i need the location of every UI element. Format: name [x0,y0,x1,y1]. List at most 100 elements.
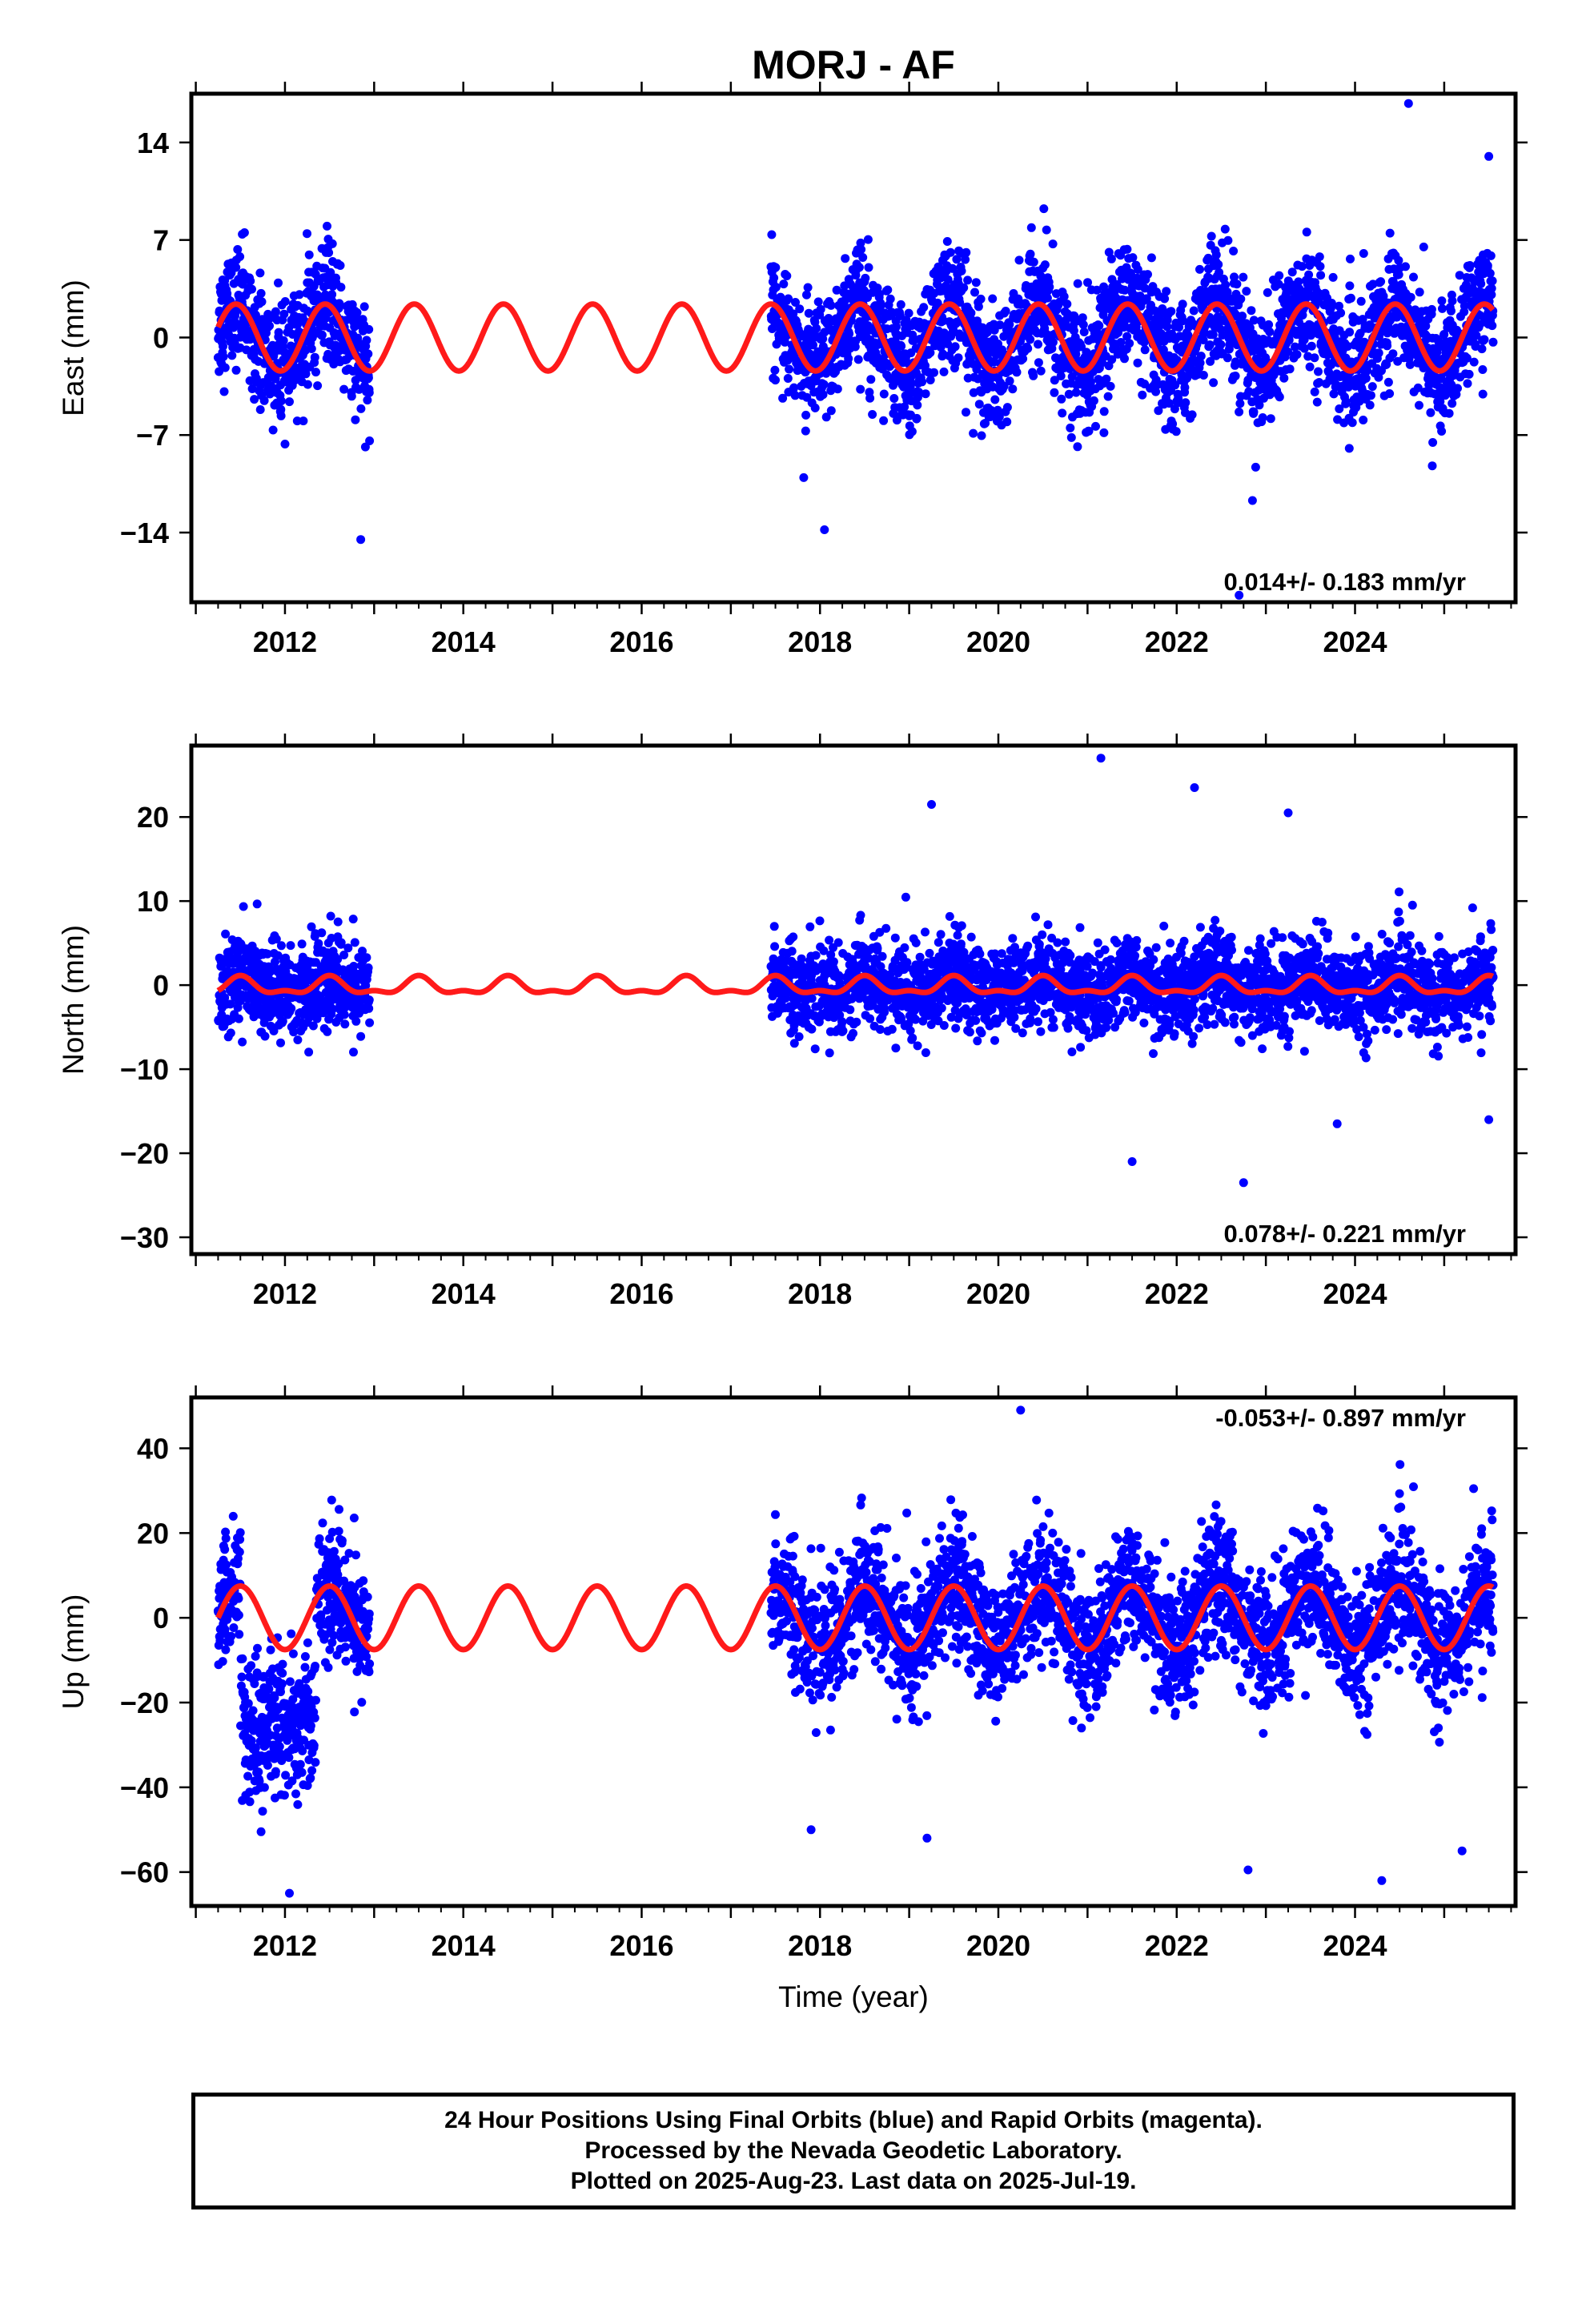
east-point [364,324,374,334]
east-point [771,283,781,292]
east-point [1249,407,1259,416]
east-point [1251,462,1260,472]
east-point [1488,337,1498,347]
east-point [1102,374,1111,384]
east-point [255,405,265,414]
east-point [1099,407,1109,416]
east-point [1316,271,1326,280]
east-point [856,384,865,394]
east-point [1385,228,1395,238]
east-point [1178,316,1187,326]
east-point [866,375,876,384]
east-point [324,248,334,257]
east-point [276,411,286,420]
east-point [1023,344,1033,353]
east-point [1249,316,1259,325]
east-point [303,380,312,389]
east-point [1264,320,1274,329]
east-point [819,380,829,389]
east-point [1379,292,1388,301]
east-point [1460,301,1469,311]
east-point [1314,367,1323,376]
north-point [921,927,930,937]
east-point [352,308,362,317]
east-point [1142,294,1151,304]
north-point [308,1021,318,1031]
east-point [971,278,981,287]
east-point [1415,400,1423,410]
east-point [868,410,877,419]
east-point [1336,308,1346,318]
east-point [1209,378,1219,388]
east-point [856,238,865,247]
east-point [994,412,1004,422]
north-point [238,1037,247,1047]
east-point [1472,331,1481,340]
east-point [946,247,955,257]
east-point [1376,277,1386,287]
east-point [301,369,311,379]
east-point [242,345,251,355]
east-point [1166,307,1176,316]
east-point [816,304,825,314]
east-point [1170,380,1180,390]
east-point [1040,260,1050,270]
east-point [919,303,929,312]
east-point [268,425,278,435]
east-point [1265,327,1275,336]
east-point [955,298,965,307]
north-point [957,921,966,931]
east-point [1485,268,1495,278]
east-point [858,253,868,262]
east-point [1383,341,1392,351]
east-point [959,283,969,292]
east-point [1335,404,1344,413]
north-point [1036,1027,1046,1036]
north-point [1031,912,1040,922]
east-point [954,353,963,363]
east-point [1064,389,1074,399]
east-point [219,342,227,351]
north-point [234,1014,243,1023]
east-point [905,389,915,399]
east-x-tick-label: 2014 [432,625,496,658]
north-point [1061,937,1070,947]
east-point [220,363,230,372]
east-point [295,290,304,300]
east-rate-label: 0.014+/- 0.183 mm/yr [1224,568,1466,596]
east-point [966,308,976,318]
east-point [832,285,841,295]
east-point [863,235,873,244]
east-y-tick-label: 7 [153,224,169,257]
north-point [902,958,912,967]
east-point [1359,416,1368,424]
east-y-tick-label: −7 [136,419,169,452]
east-point [844,354,853,364]
east-point [250,395,259,404]
east-point [257,297,267,307]
east-point [904,308,913,318]
east-point [1427,461,1437,471]
east-point [1374,348,1383,358]
north-point [226,1028,235,1038]
east-point [1487,290,1496,300]
east-point [1421,321,1431,331]
north-point [271,935,281,944]
north-point [921,1048,930,1057]
north-point [226,999,235,1009]
east-point [976,294,986,304]
north-point [269,1026,279,1035]
east-point [1341,397,1351,407]
east-point [351,415,360,424]
north-point [221,929,231,939]
east-outlier-point [820,525,829,534]
east-point [1133,358,1142,368]
east-point [1480,335,1489,344]
east-point [841,254,850,263]
north-point [364,1003,374,1013]
east-point [1107,355,1117,364]
north-point [913,1041,922,1051]
east-point [892,322,901,332]
east-point [1180,383,1190,392]
east-point [339,384,349,394]
